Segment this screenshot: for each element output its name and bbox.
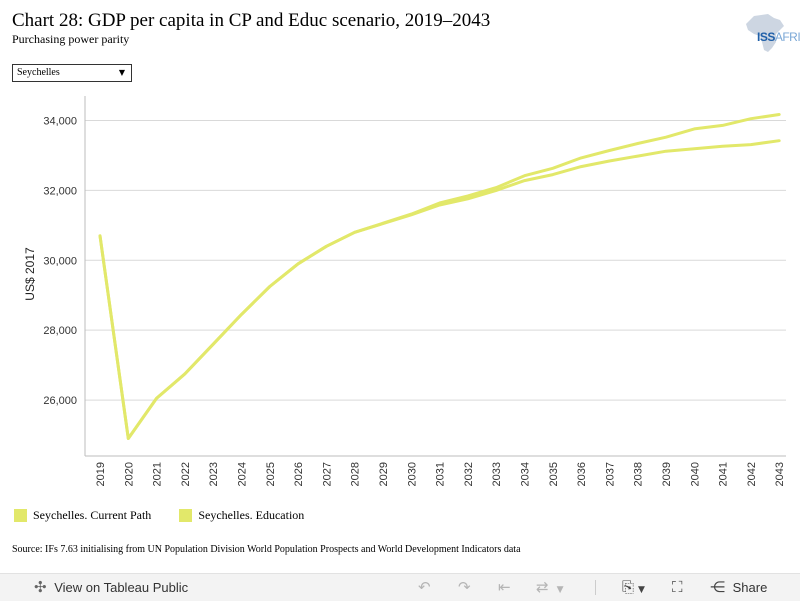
legend: Seychelles. Current Path Seychelles. Edu…: [14, 508, 304, 523]
x-tick-label: 2043: [774, 462, 786, 486]
x-tick-label: 2021: [152, 462, 164, 486]
x-tick-label: 2030: [406, 462, 418, 486]
y-tick-label: 28,000: [43, 325, 77, 337]
refresh-button[interactable]: ⇄ ▼: [536, 574, 564, 601]
revert-button[interactable]: ⇤: [498, 574, 511, 601]
africa-map-logo-icon: [746, 14, 784, 52]
x-tick-label: 2039: [661, 462, 673, 486]
line-chart: 26,000 28,000 30,000 32,000 34,000 US$ 2017 20…: [23, 96, 786, 486]
source-note: Source: IFs 7.63 initialising from UN Po…: [12, 544, 521, 555]
download-dropdown-icon: ▼: [638, 585, 645, 595]
x-tick-label: 2024: [237, 462, 249, 486]
y-tick-label: 34,000: [43, 115, 77, 127]
series-line-current-path: [98, 139, 781, 440]
legend-label-current-path: Seychelles. Current Path: [33, 508, 152, 522]
view-on-tableau-button[interactable]: ✣ View on Tableau Public: [34, 574, 188, 601]
tableau-logo-icon: ✣: [34, 578, 47, 596]
chart-title: Chart 28: GDP per capita in CP and Educ …: [12, 10, 491, 31]
x-tick-label: 2025: [265, 462, 277, 486]
legend-swatch-current-path: [14, 509, 27, 522]
x-tick-label: 2020: [123, 462, 135, 486]
undo-button[interactable]: ↶: [418, 574, 431, 601]
refresh-icon: ⇄: [536, 578, 549, 596]
legend-label-education: Seychelles. Education: [198, 508, 305, 522]
x-tick-label: 2028: [350, 462, 362, 486]
legend-item-education[interactable]: Seychelles. Education: [179, 508, 304, 523]
x-tick-label: 2026: [293, 462, 305, 486]
x-tick-label: 2040: [689, 462, 701, 486]
y-tick-label: 32,000: [43, 185, 77, 197]
y-tick-label: 30,000: [43, 255, 77, 267]
revert-icon: ⇤: [498, 578, 511, 596]
undo-icon: ↶: [418, 578, 431, 596]
x-tick-label: 2019: [95, 462, 107, 486]
share-button[interactable]: ⋲ Share: [710, 574, 767, 601]
share-icon: ⋲: [710, 578, 725, 596]
dropdown-arrow-icon: ▼: [118, 68, 125, 77]
download-button[interactable]: ⎘ ▼: [622, 574, 645, 601]
country-select[interactable]: Seychelles ▼: [12, 64, 132, 82]
fullscreen-button[interactable]: ⛶: [672, 574, 683, 601]
x-tick-label: 2035: [548, 462, 560, 486]
logo-text: ISSAFRICA: [757, 30, 800, 44]
x-tick-label: 2033: [491, 462, 503, 486]
x-tick-label: 2036: [576, 462, 588, 486]
country-select-value: Seychelles: [17, 67, 60, 78]
redo-icon: ↷: [458, 578, 471, 596]
series-line-education: [98, 113, 781, 440]
x-tick-label: 2042: [746, 462, 758, 486]
x-tick-label: 2032: [463, 462, 475, 486]
view-on-tableau-label: View on Tableau Public: [54, 580, 189, 595]
legend-item-current-path[interactable]: Seychelles. Current Path: [14, 508, 151, 523]
y-axis-title: US$ 2017: [23, 247, 37, 301]
share-label: Share: [732, 580, 768, 595]
redo-button[interactable]: ↷: [458, 574, 471, 601]
x-tick-label: 2023: [208, 462, 220, 486]
fullscreen-icon: ⛶: [672, 578, 683, 596]
y-tick-label: 26,000: [43, 395, 77, 407]
x-tick-label: 2037: [604, 462, 616, 486]
toolbar-divider: [595, 580, 596, 595]
chart-subtitle: Purchasing power parity: [12, 32, 130, 46]
legend-swatch-education: [179, 509, 193, 522]
x-tick-label: 2038: [633, 462, 645, 486]
x-tick-label: 2034: [520, 462, 532, 486]
x-tick-label: 2022: [180, 462, 192, 486]
x-tick-label: 2027: [321, 462, 333, 486]
refresh-dropdown-icon: ▼: [556, 585, 564, 595]
x-tick-label: 2029: [378, 462, 390, 486]
x-tick-label: 2041: [718, 462, 730, 486]
tableau-toolbar: ✣ View on Tableau Public ↶ ↷ ⇤ ⇄ ▼ ⎘ ▼ ⛶ ⋲…: [0, 573, 800, 601]
x-tick-label: 2031: [435, 462, 447, 486]
download-icon: ⎘: [622, 578, 635, 596]
